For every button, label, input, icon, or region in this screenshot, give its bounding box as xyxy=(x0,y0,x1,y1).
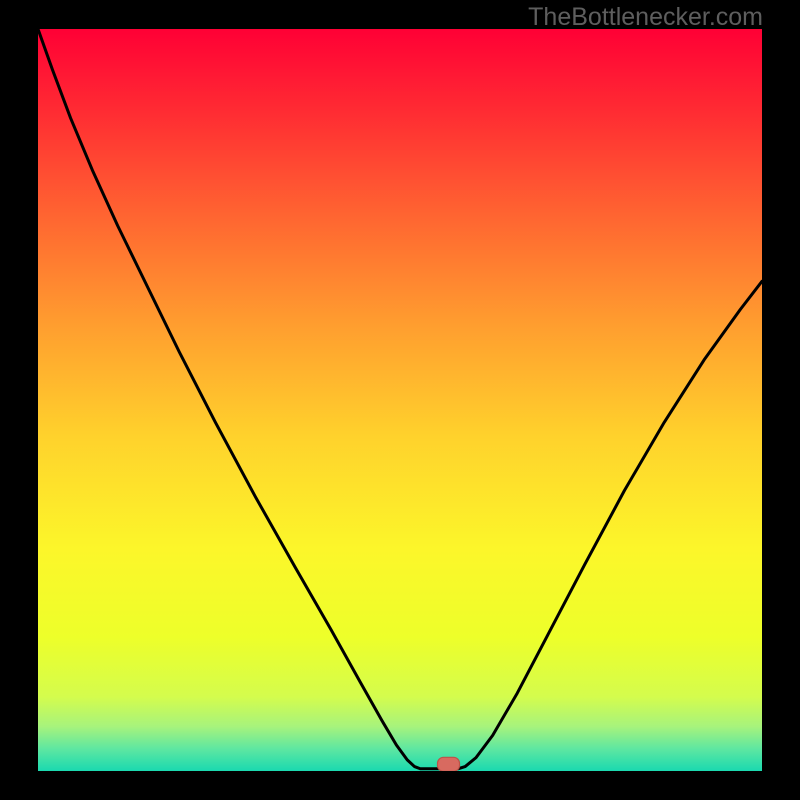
bottleneck-curve xyxy=(38,29,762,769)
stage: TheBottlenecker.com xyxy=(0,0,800,800)
min-point-marker xyxy=(438,757,460,771)
watermark-text: TheBottlenecker.com xyxy=(528,3,763,32)
curve-svg xyxy=(38,29,762,771)
plot-area xyxy=(38,29,762,771)
